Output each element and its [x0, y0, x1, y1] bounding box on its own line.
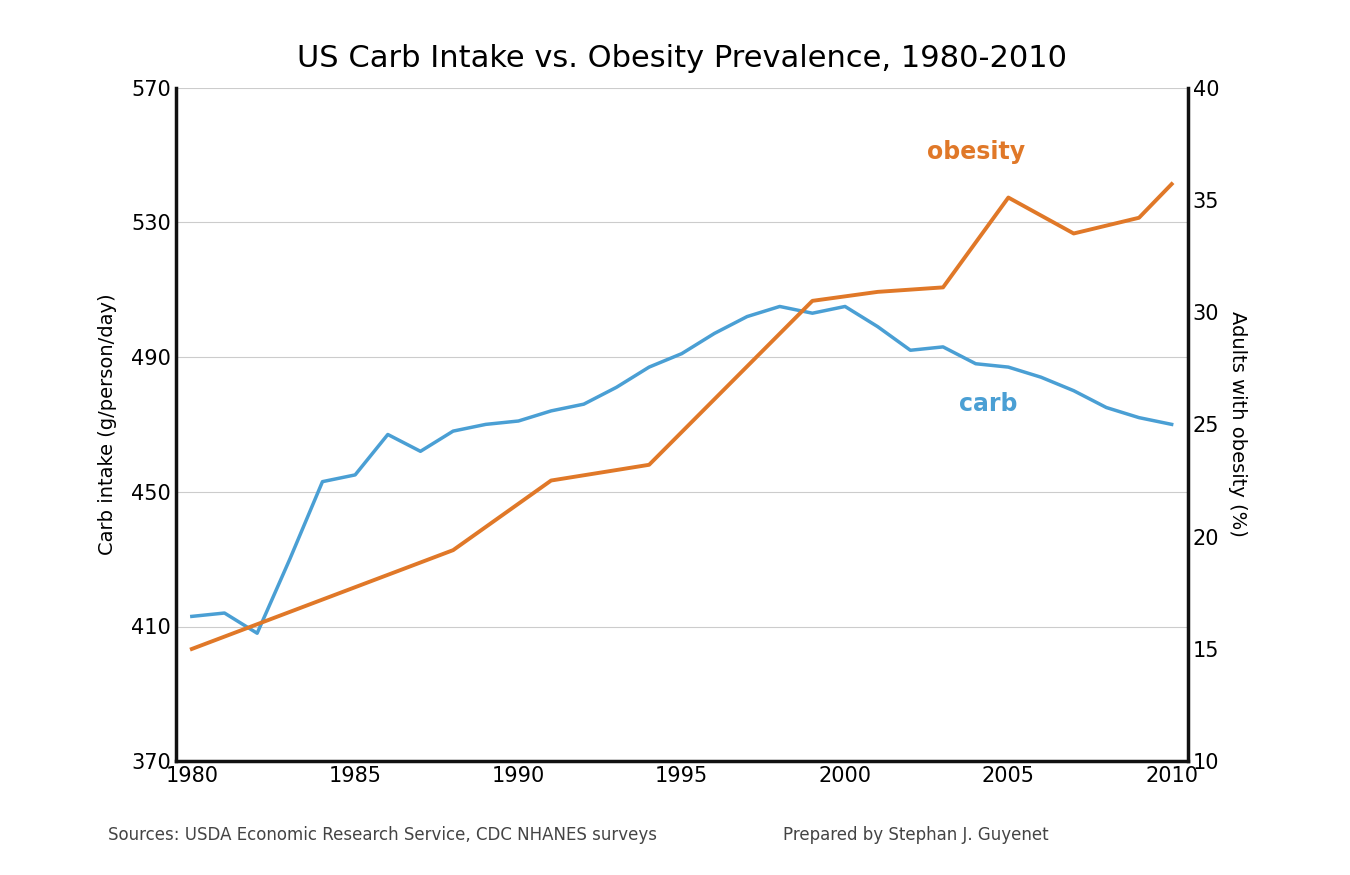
Text: Prepared by Stephan J. Guyenet: Prepared by Stephan J. Guyenet — [783, 826, 1049, 844]
Y-axis label: Carb intake (g/person/day): Carb intake (g/person/day) — [97, 293, 117, 555]
Title: US Carb Intake vs. Obesity Prevalence, 1980-2010: US Carb Intake vs. Obesity Prevalence, 1… — [297, 44, 1066, 73]
Y-axis label: Adults with obesity (%): Adults with obesity (%) — [1228, 312, 1247, 537]
Text: obesity: obesity — [926, 140, 1025, 164]
Text: Sources: USDA Economic Research Service, CDC NHANES surveys: Sources: USDA Economic Research Service,… — [108, 826, 657, 844]
Text: carb: carb — [960, 392, 1018, 416]
